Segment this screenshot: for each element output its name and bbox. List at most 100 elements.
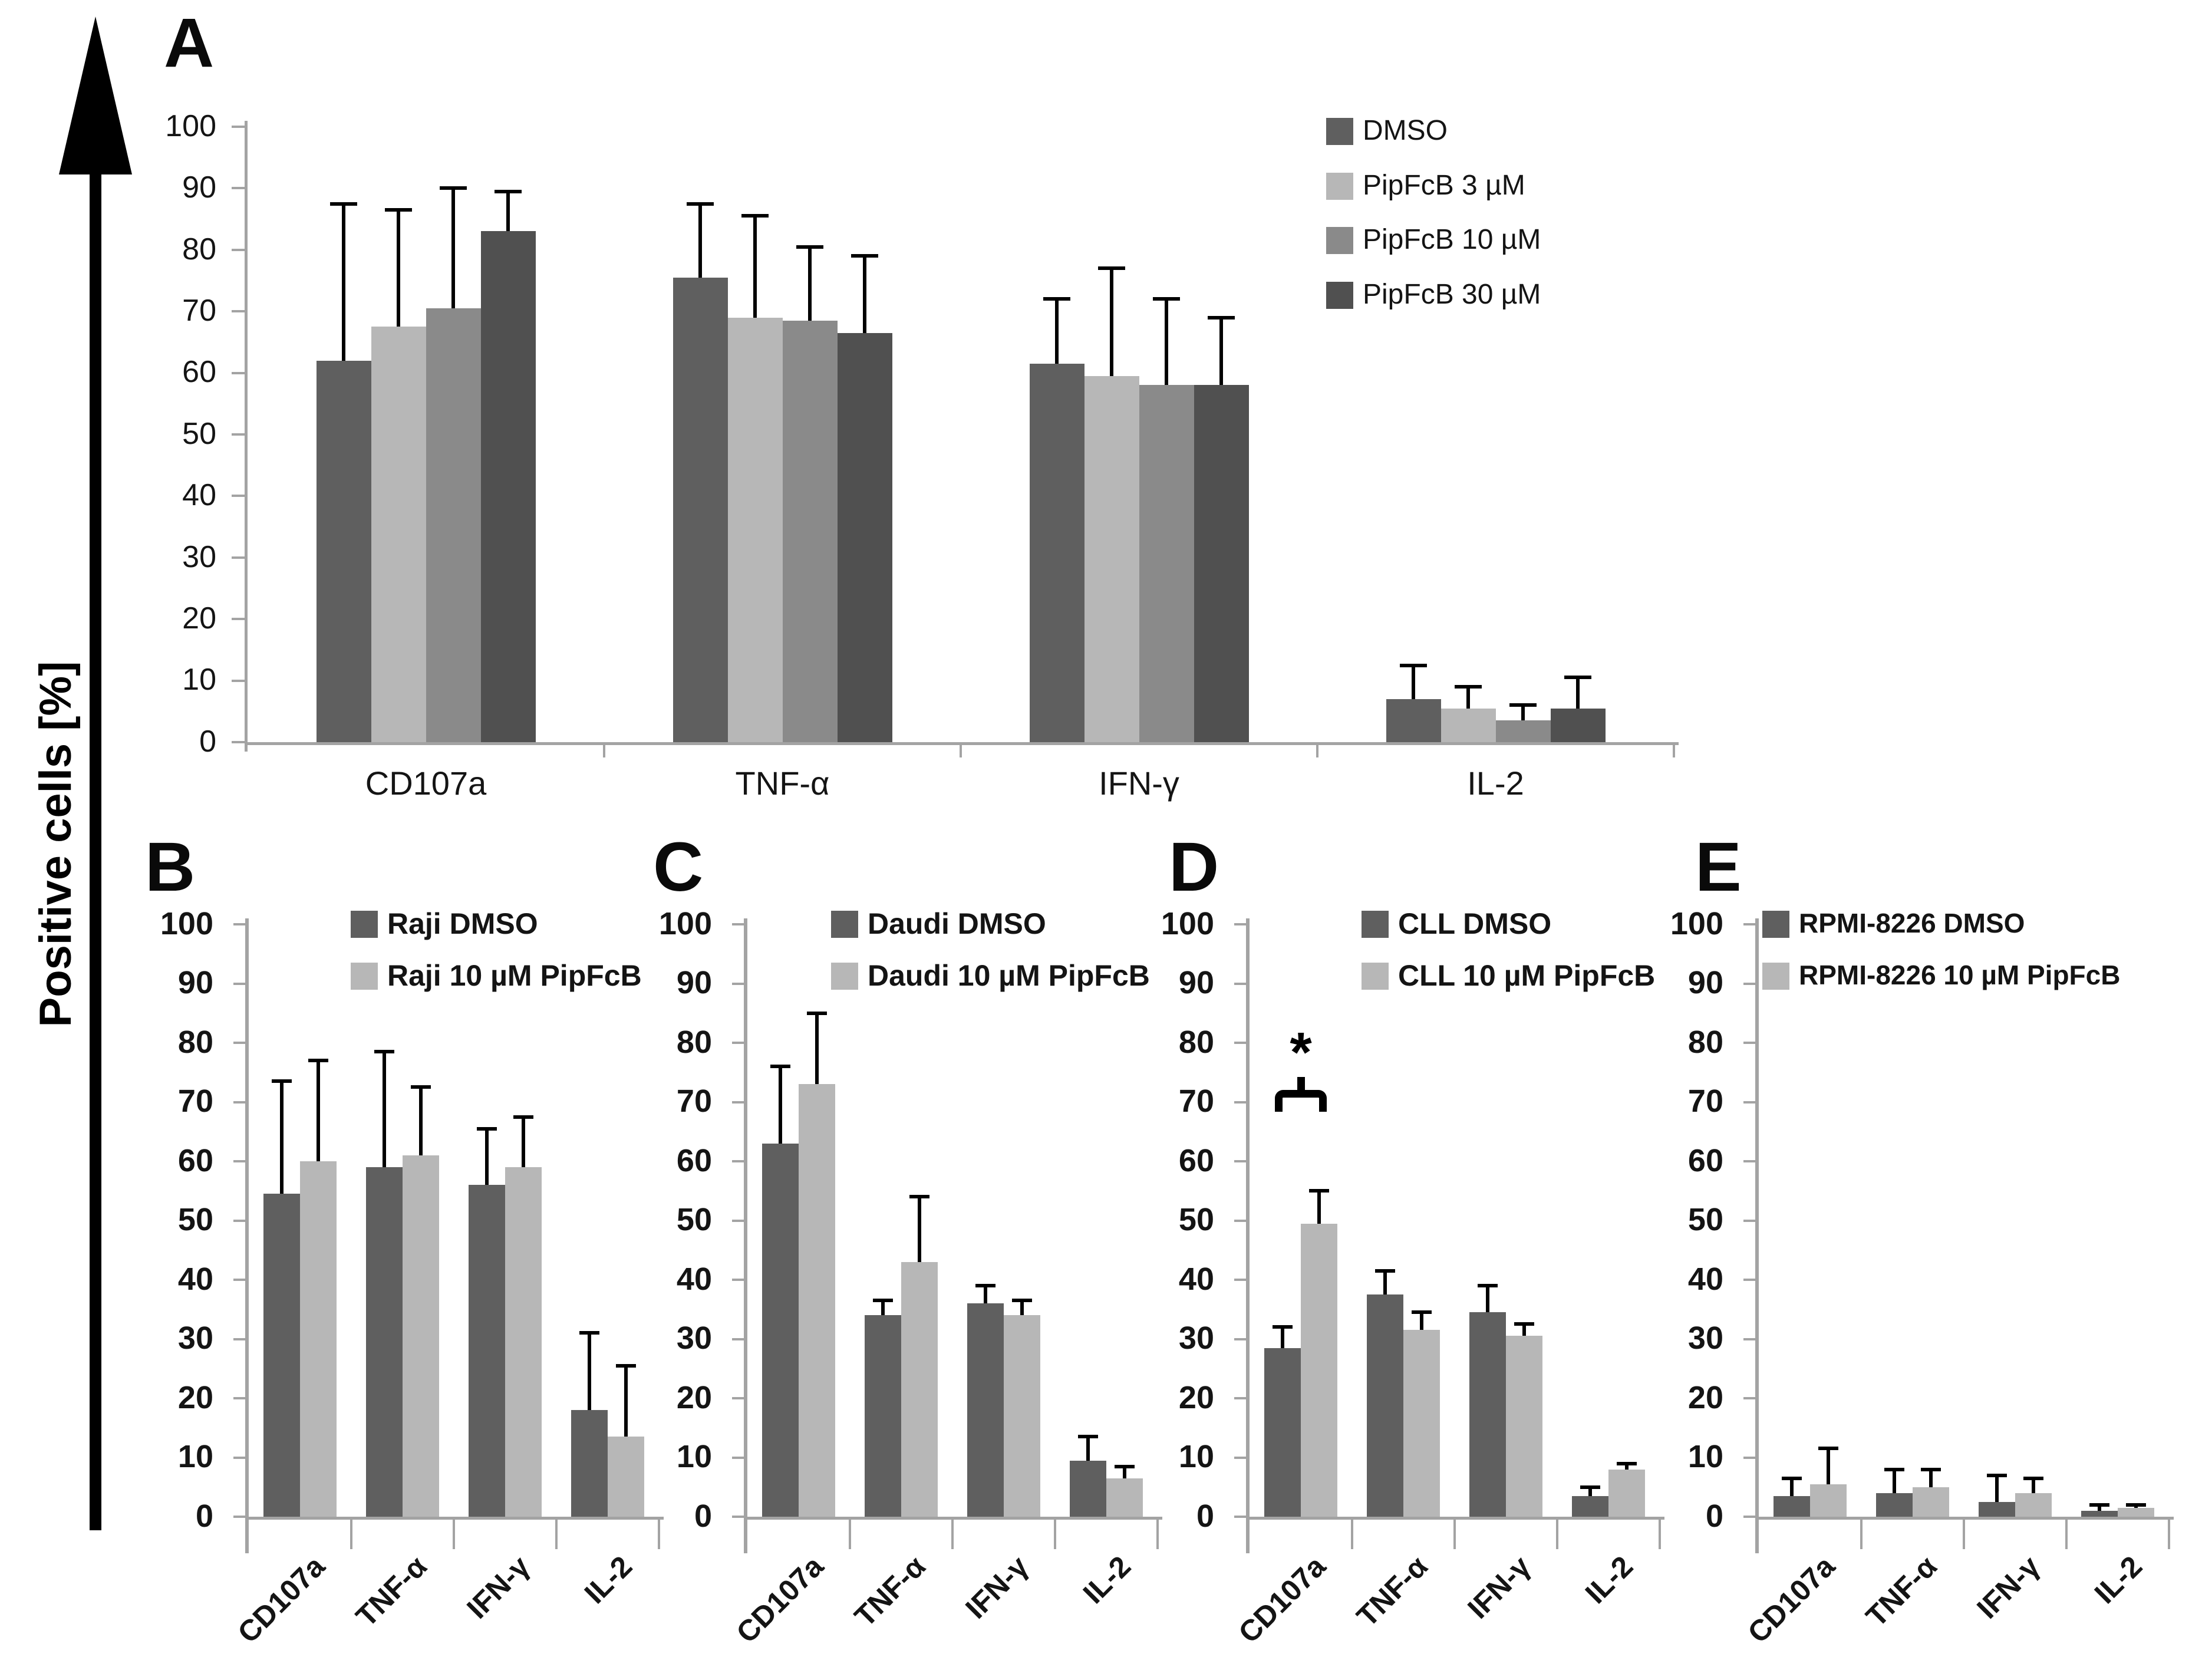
y-tick-mark [233,1338,245,1340]
x-axis-group-tick [658,1517,660,1549]
error-bar-cap [374,1050,394,1054]
bar [571,1410,608,1517]
legend-label: Raji DMSO [387,907,538,940]
x-axis-group-tick [2168,1517,2170,1549]
y-tick-mark [233,1397,245,1399]
error-bar-line [1929,1469,1933,1487]
y-tick-label: 50 [1178,1202,1214,1238]
bar [1264,1348,1301,1517]
error-bar-cap [1012,1299,1032,1303]
y-tick-mark [232,679,245,682]
y-tick-label: 100 [160,905,213,941]
y-tick-mark [232,187,245,190]
y-tick-mark [233,1042,245,1044]
y-tick-label: 90 [177,965,213,1001]
error-bar-cap [513,1115,533,1119]
error-bar-line [383,1052,386,1168]
y-tick-mark [232,495,245,498]
error-bar-cap [272,1079,292,1083]
error-bar-line [1588,1487,1592,1496]
bar [1506,1336,1542,1517]
bar [1774,1495,1810,1517]
y-tick-mark [1234,1456,1246,1459]
y-tick-label: 90 [182,170,216,205]
y-tick-label: 80 [182,232,216,266]
error-bar-line [1466,687,1470,709]
y-tick-label: 90 [1178,965,1214,1001]
legend-label: PipFcB 3 µM [1363,169,1525,201]
y-tick-mark [233,1101,245,1103]
x-axis-line [245,742,1679,745]
error-bar-line [1827,1448,1830,1484]
error-bar-cap [1884,1467,1904,1471]
y-tick-mark [732,1042,744,1044]
bar [967,1303,1004,1517]
error-bar-line [698,203,702,278]
bar [316,360,371,742]
x-axis-group-tick [555,1517,558,1549]
y-tick-mark [1234,1101,1246,1103]
bar [608,1437,644,1517]
bar [799,1084,835,1517]
legend-label: Daudi DMSO [868,907,1046,940]
y-tick-mark [233,1160,245,1162]
error-bar-cap [2089,1503,2109,1507]
error-bar-line [1486,1286,1489,1313]
y-tick-label: 30 [1687,1320,1723,1356]
error-bar-line [808,246,812,321]
x-category-label: TNF-α [1350,1549,1435,1633]
error-bar-cap [1617,1461,1637,1465]
legend-label: CLL 10 µM PipFcB [1398,959,1656,992]
error-bar-line [1625,1463,1629,1470]
y-tick-mark [233,1219,245,1222]
y-axis-line [1246,918,1250,1553]
y-tick-mark [1743,1279,1755,1281]
legend-label: PipFcB 10 µM [1363,224,1541,256]
error-bar-line [881,1300,885,1316]
y-tick-label: 20 [182,601,216,635]
bar [366,1167,403,1517]
y-tick-mark [1743,982,1755,985]
error-bar-cap [1782,1476,1802,1480]
x-axis-line [1246,1517,1664,1520]
error-bar-cap [1478,1284,1498,1288]
y-tick-mark [232,741,245,743]
x-axis-group-tick [1351,1517,1353,1549]
error-bar-cap [330,202,357,206]
bar [1194,385,1249,742]
error-bar-cap [495,189,522,193]
y-tick-label: 40 [1178,1261,1214,1297]
error-bar-line [1893,1469,1896,1493]
legend-swatch [1362,963,1389,990]
x-category-label: CD107a [365,765,487,802]
legend-swatch [831,963,858,990]
bar [1608,1469,1645,1517]
y-tick-label: 50 [1687,1202,1723,1238]
bar [403,1155,439,1517]
x-category-label: IFN-γ [460,1549,536,1625]
y-tick-mark [1234,1516,1246,1518]
y-tick-label: 70 [676,1083,712,1119]
error-bar-line [419,1087,423,1155]
y-tick-mark [1743,1042,1755,1044]
y-tick-mark [732,1338,744,1340]
error-bar-line [753,216,757,318]
y-tick-label: 20 [1687,1379,1723,1415]
x-axis-group-tick [849,1517,851,1549]
error-bar-line [451,188,455,308]
y-tick-mark [1743,1338,1755,1340]
x-category-label: IL-2 [1076,1549,1138,1610]
y-tick-mark [732,1456,744,1459]
y-tick-label: 100 [1161,905,1214,941]
error-bar-cap [1921,1467,1941,1471]
bar [1301,1223,1337,1517]
y-tick-mark [1234,923,1246,925]
error-bar-cap [2023,1476,2043,1480]
x-axis-group-tick [1659,1517,1661,1549]
error-bar-cap [1273,1325,1293,1329]
y-tick-label: 10 [676,1439,712,1475]
x-category-label: CD107a [230,1549,331,1650]
error-bar-cap [873,1299,893,1303]
x-axis-group-tick [350,1517,352,1549]
y-tick-label: 0 [1196,1498,1214,1534]
